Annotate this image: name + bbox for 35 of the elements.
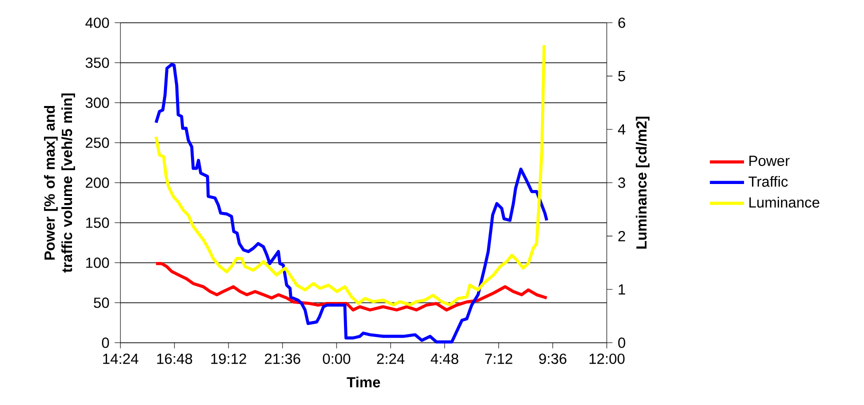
y2-tick-label: 3 [618,178,626,188]
x-tick-label: 14:24 [103,354,138,364]
x-tick-label: 0:00 [322,354,350,364]
y-tick-label: 250 [86,138,109,148]
x-tick-label: 7:12 [485,354,512,364]
line-series [154,62,548,344]
y2-tick-label: 4 [618,124,626,134]
x-tick-label: 2:24 [377,354,404,364]
line-series [154,44,546,306]
y-tick-label: 200 [86,178,109,188]
line-series [154,262,548,312]
y2-tick-label: 6 [618,18,626,28]
legend-label: Traffic [748,176,788,187]
y-tick-label: 150 [86,218,109,228]
x-tick-label: 4:48 [430,354,458,364]
y2-tick-label: 5 [618,70,626,82]
y-tick-label: 50 [94,298,109,308]
x-tick-label: 19:12 [211,354,246,364]
legend-label: Power [749,156,790,166]
x-tick-label: 16:48 [157,354,192,364]
y2-tick-label: 1 [618,284,626,294]
x-tick-label: 12:00 [590,354,625,364]
x-tick-label: 21:36 [264,354,300,364]
y-tick-label: 100 [86,258,109,268]
x-tick-label: 9:36 [539,354,566,364]
y2-tick-label: 2 [618,230,626,242]
y-tick-label: 0 [102,338,109,348]
y-tick-label: 300 [86,98,109,108]
y-tick-label: 350 [86,58,109,68]
x-axis-title: Time [346,376,380,388]
y-tick-label: 400 [85,18,109,28]
y-axis-title: Power [% of max] and traffic volume [veh/5 min] [44,94,76,273]
y2-tick-label: 0 [618,338,626,348]
legend-label: Luminance [749,196,820,208]
y2-axis-title: Luminance [cd/m2] [636,116,650,249]
